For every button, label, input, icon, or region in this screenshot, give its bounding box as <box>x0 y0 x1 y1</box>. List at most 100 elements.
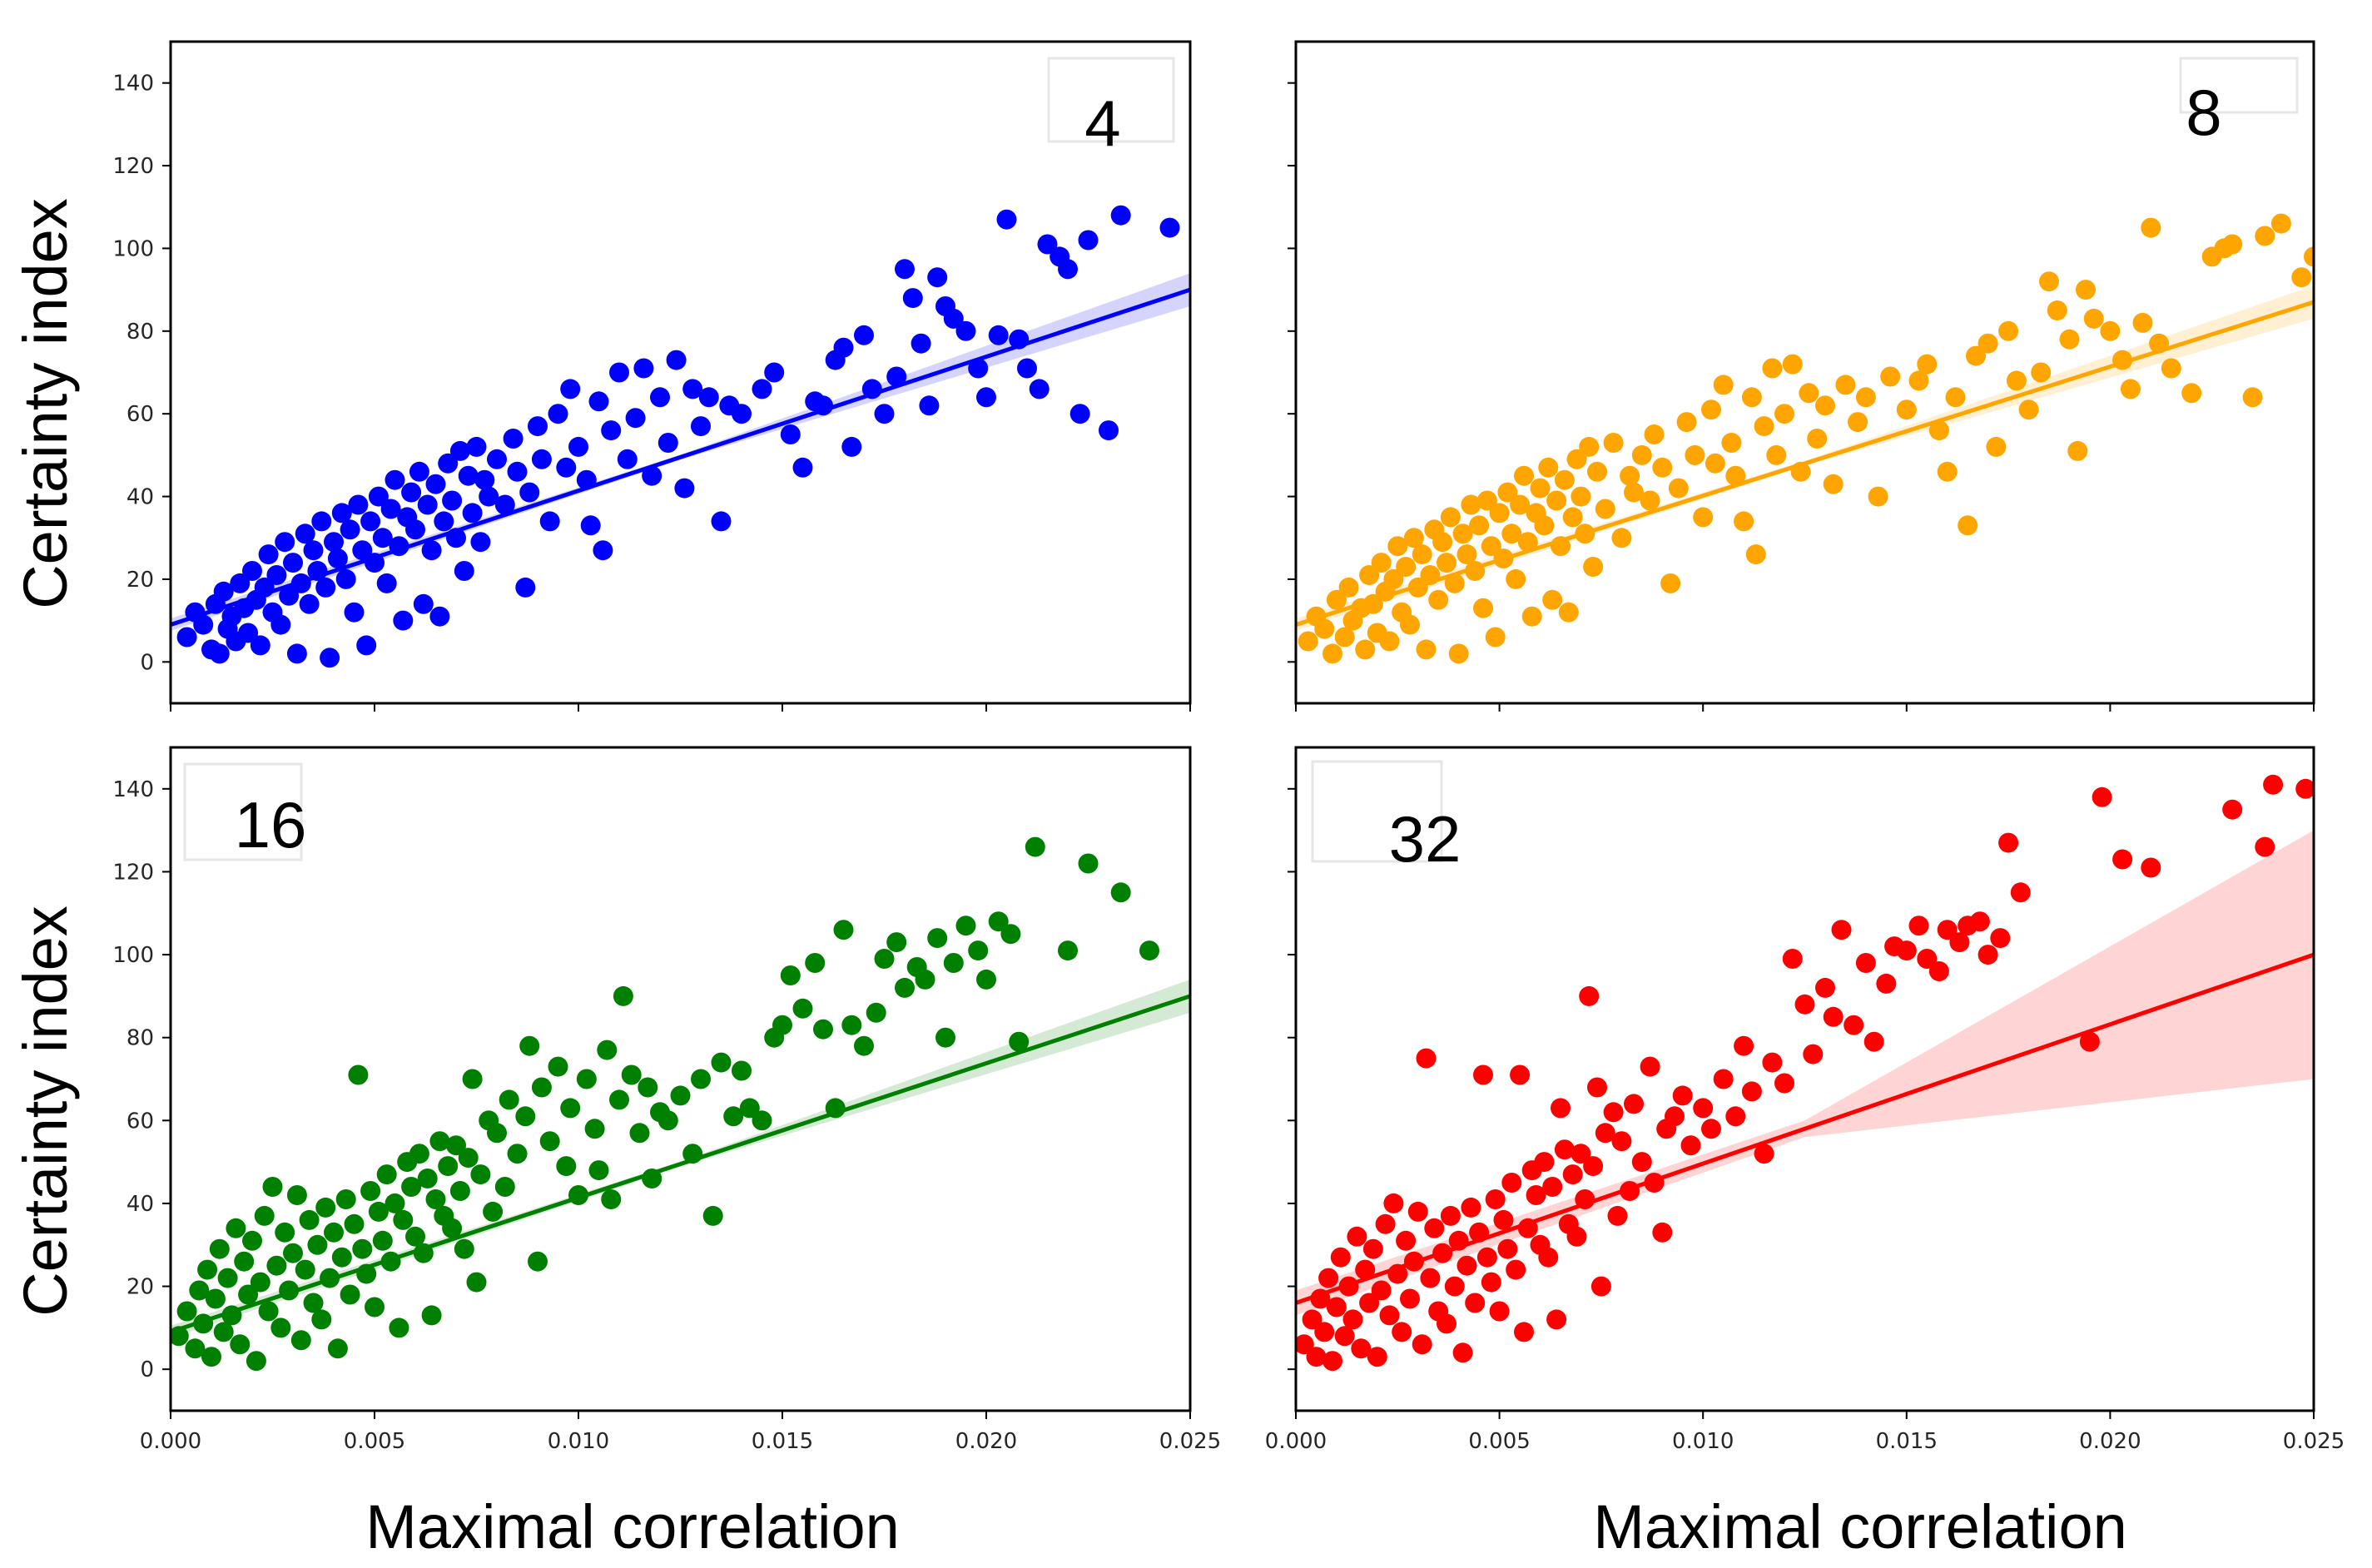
y-tick-label: 140 <box>112 72 154 97</box>
scatter-point <box>1534 515 1555 536</box>
scatter-point <box>1407 1201 1428 1222</box>
x-tick-label: 0.010 <box>548 1429 609 1454</box>
scatter-point <box>1713 375 1734 395</box>
scatter-point <box>874 404 895 424</box>
scatter-point <box>442 1218 463 1238</box>
scatter-point <box>1338 577 1359 598</box>
scatter-point <box>556 457 577 478</box>
scatter-point <box>458 1148 479 1169</box>
regression-line <box>171 994 1190 1334</box>
scatter-point <box>299 1209 320 1230</box>
axes-frame <box>1294 746 2315 1412</box>
scatter-point <box>438 453 459 474</box>
scatter-point <box>732 404 752 424</box>
scatter-point <box>1734 1035 1754 1056</box>
scatter-point <box>1485 627 1506 648</box>
scatter-point <box>1099 420 1119 441</box>
scatter-point <box>290 1330 311 1351</box>
y-tick-label: 40 <box>127 1192 154 1217</box>
scatter-point <box>1848 412 1868 433</box>
scatter-point <box>1896 399 1917 420</box>
scatter-point <box>1566 1226 1587 1247</box>
scatter-point <box>919 395 940 416</box>
scatter-point <box>1607 1205 1628 1226</box>
scatter-point <box>2100 320 2121 341</box>
legend-box <box>1047 57 1175 143</box>
scatter-point <box>368 1201 389 1222</box>
scatter-point <box>494 1177 515 1197</box>
x-tick-label: 0.025 <box>2283 1429 2345 1454</box>
scatter-point <box>1631 1152 1652 1173</box>
scatter-point <box>1876 973 1897 994</box>
scatter-point <box>286 643 307 664</box>
scatter-point <box>487 1123 507 1144</box>
scatter-point <box>479 486 499 507</box>
scatter-point <box>1355 639 1376 660</box>
scatter-point <box>193 614 214 635</box>
scatter-point <box>1526 1185 1546 1205</box>
scatter-point <box>1306 1347 1327 1367</box>
scatter-point <box>1424 1218 1445 1238</box>
y-tick-label: 60 <box>127 402 154 427</box>
scatter-point <box>1521 606 1542 627</box>
scatter-point <box>1863 1031 1884 1052</box>
scatter-point <box>1318 1268 1339 1288</box>
scatter-point <box>1969 911 1990 932</box>
scatter-point <box>1298 631 1318 652</box>
scatter-point <box>1660 573 1681 593</box>
scatter-point <box>1928 420 1949 441</box>
scatter-point <box>1400 1288 1420 1309</box>
scatter-point <box>405 519 425 540</box>
scatter-point <box>368 486 389 507</box>
scatter-point <box>588 1160 609 1181</box>
confidence-band <box>1296 830 2314 1316</box>
scatter-point <box>189 1280 210 1301</box>
scatter-point <box>691 416 711 437</box>
scatter-point <box>1680 1135 1701 1156</box>
scatter-point <box>1481 1272 1501 1293</box>
scatter-point <box>2006 370 2027 391</box>
scatter-point <box>1387 536 1408 557</box>
scatter-point <box>226 1218 246 1238</box>
scatter-point <box>1546 1309 1567 1330</box>
scatter-point <box>528 416 548 437</box>
scatter-point <box>1058 259 1078 280</box>
scatter-point <box>1510 494 1531 515</box>
scatter-point <box>650 387 670 408</box>
scatter-point <box>621 1064 642 1085</box>
scatter-point <box>1501 523 1522 544</box>
y-tick-label: 60 <box>127 1109 154 1134</box>
scatter-point <box>442 490 463 511</box>
scatter-point <box>1367 1347 1387 1367</box>
scatter-point <box>1640 1056 1660 1077</box>
plot-area <box>1288 40 2315 712</box>
scatter-point <box>421 540 442 561</box>
scatter-point <box>1611 528 1632 548</box>
scatter-point <box>2291 267 2312 288</box>
scatter-point <box>299 593 320 614</box>
scatter-point <box>1334 1326 1355 1347</box>
scatter-point <box>1456 1255 1477 1276</box>
scatter-point <box>1412 544 1432 565</box>
scatter-point <box>805 953 826 973</box>
regression-line <box>171 287 1190 627</box>
scatter-point <box>996 209 1017 230</box>
scatter-point <box>2112 849 2133 870</box>
scatter-point <box>955 320 976 341</box>
scatter-point <box>1990 928 2011 949</box>
scatter-point <box>764 362 785 383</box>
scatter-point <box>1069 404 1090 424</box>
scatter-point <box>1296 1334 1314 1355</box>
scatter-point <box>1794 994 1815 1015</box>
scatter-point <box>1110 882 1131 903</box>
scatter-point <box>629 1123 650 1144</box>
scatter-point <box>213 1322 234 1342</box>
scatter-point <box>1896 940 1917 961</box>
scatter-point <box>462 503 483 523</box>
y-tick-label: 20 <box>127 1275 154 1300</box>
scatter-point <box>2222 234 2243 255</box>
scatter-point <box>275 1222 295 1243</box>
scatter-point <box>1375 1213 1396 1234</box>
scatter-point <box>976 387 996 408</box>
scatter-point <box>454 1238 474 1259</box>
